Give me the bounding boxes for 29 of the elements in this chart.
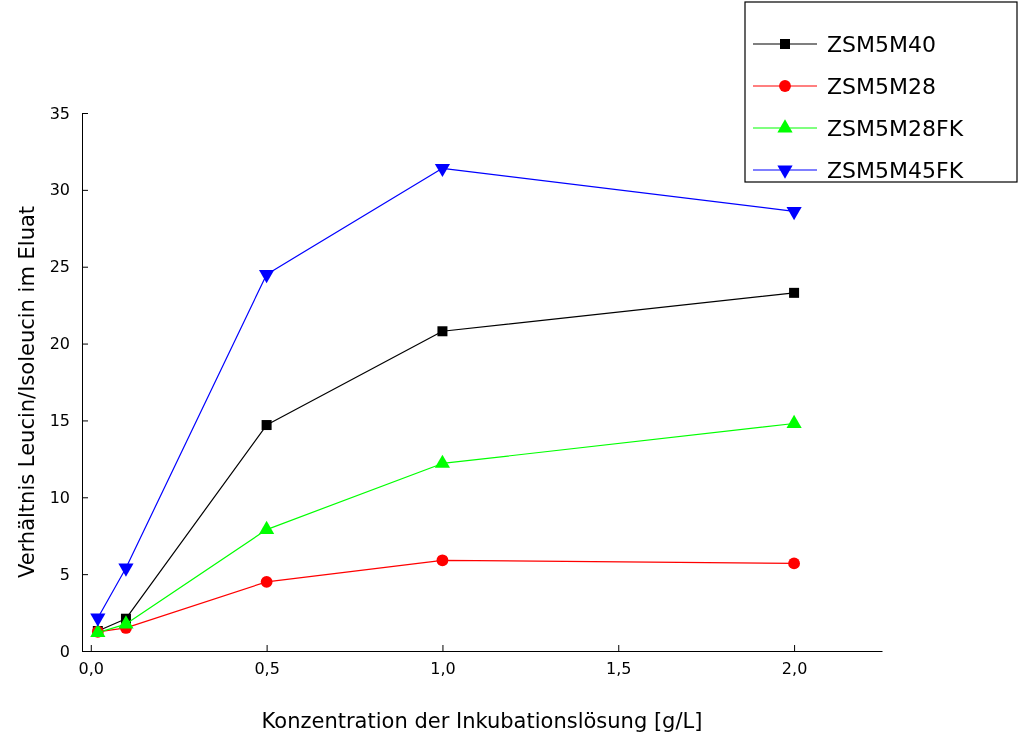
legend-label: ZSM5M40 bbox=[827, 32, 936, 57]
y-tick-label: 25 bbox=[49, 257, 70, 277]
y-tick-label: 10 bbox=[49, 487, 70, 507]
legend-label: ZSM5M28 bbox=[827, 74, 936, 99]
y-tick-label: 15 bbox=[49, 411, 70, 431]
point bbox=[789, 287, 800, 298]
x-tick-label: 1,5 bbox=[606, 659, 632, 679]
point bbox=[434, 163, 451, 178]
point bbox=[118, 615, 134, 629]
y-tick-label: 30 bbox=[49, 180, 70, 200]
y-tick-label: 35 bbox=[49, 103, 70, 123]
point bbox=[259, 270, 275, 284]
legend-label: ZSM5M45FK bbox=[827, 158, 964, 183]
legend-label: ZSM5M28FK bbox=[827, 116, 964, 141]
y-tick-label: 5 bbox=[59, 564, 70, 584]
x-tick-label: 1,0 bbox=[430, 659, 456, 679]
y-axis-title: Verhältnis Leucin/Isoleucin im Eluat bbox=[15, 205, 39, 579]
x-axis-title: Konzentration der Inkubationslösung [g/L] bbox=[261, 709, 703, 733]
x-tick-label: 0,0 bbox=[78, 659, 105, 679]
y-tick-label: 20 bbox=[49, 334, 70, 354]
point bbox=[436, 554, 449, 567]
y-tick-label: 0 bbox=[59, 641, 70, 661]
x-tick-label: 0,5 bbox=[254, 659, 280, 679]
point bbox=[786, 206, 802, 221]
point bbox=[261, 420, 272, 431]
x-tick-label: 2,0 bbox=[781, 659, 808, 679]
point bbox=[788, 557, 800, 570]
point bbox=[437, 326, 448, 337]
point bbox=[260, 575, 273, 588]
